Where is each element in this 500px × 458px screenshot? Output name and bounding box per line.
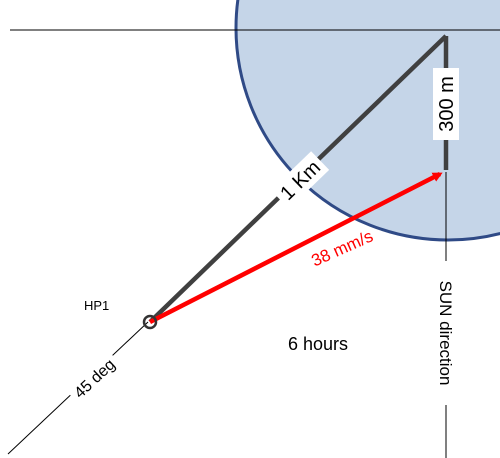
offset-label: 300 m [436, 76, 458, 132]
sun-direction-label: SUN direction [436, 281, 455, 386]
velocity-label: 38 mm/s [309, 227, 376, 271]
offset-label-background [433, 68, 459, 140]
hp1-label: HP1 [84, 298, 109, 313]
angle-label-background [65, 350, 123, 406]
duration-label: 6 hours [288, 334, 348, 354]
velocity-arrow [148, 171, 443, 325]
hp1-point-marker [142, 314, 158, 330]
sun-label-background [435, 261, 457, 405]
shaded-circle [234, 0, 500, 242]
length-label-background [270, 151, 330, 209]
